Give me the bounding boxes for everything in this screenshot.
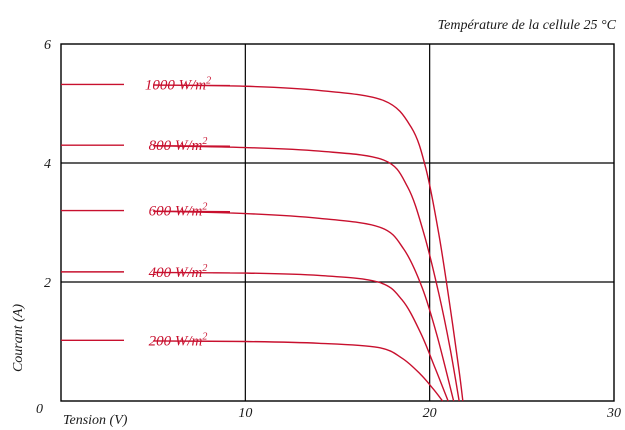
y-tick-label: 6 xyxy=(44,38,51,53)
series-label: 400 W/m2 xyxy=(149,263,208,281)
series-line xyxy=(61,339,444,402)
x-tick-label: 0 xyxy=(36,402,43,417)
x-tick-label: 10 xyxy=(238,406,252,421)
series-line xyxy=(61,209,455,402)
y-tick-label: 2 xyxy=(44,276,51,291)
grid-layer xyxy=(60,43,615,402)
plot-frame xyxy=(60,43,615,402)
series-label: 1000 W/m2 xyxy=(145,75,211,93)
series-label: 200 W/m2 xyxy=(149,331,208,349)
x-tick-label: 20 xyxy=(423,406,437,421)
chart-title: Température de la cellule 25 °C xyxy=(438,18,617,33)
series-label: 600 W/m2 xyxy=(149,202,208,220)
tick-layer: 0 10 20 30 2 4 6 xyxy=(36,38,621,421)
curve-layer xyxy=(61,83,464,402)
y-tick-label: 4 xyxy=(44,157,51,172)
x-axis-label: Tension (V) xyxy=(63,413,128,428)
series-line xyxy=(61,144,460,402)
x-tick-label: 30 xyxy=(606,406,621,421)
series-label: 800 W/m2 xyxy=(149,136,208,154)
series-line xyxy=(61,271,449,402)
y-axis-label: Courant (A) xyxy=(11,304,26,372)
curve-label-layer: 1000 W/m2 800 W/m2 600 W/m2 400 W/m2 200 W/m… xyxy=(145,75,211,349)
series-line xyxy=(61,83,464,402)
